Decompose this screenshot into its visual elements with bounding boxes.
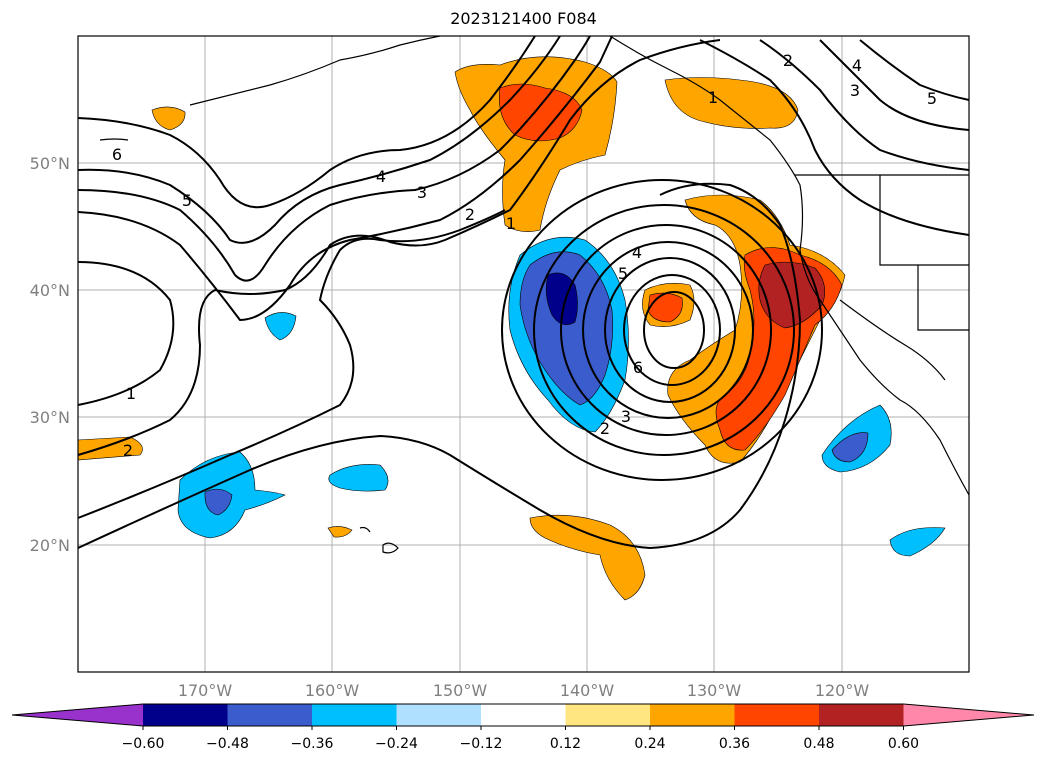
colorbar-bin <box>650 704 735 726</box>
colorbar-tick-label: 0.60 <box>888 736 919 752</box>
lat-label-30n: 30°N <box>30 408 70 427</box>
lat-label-20n: 20°N <box>30 536 70 555</box>
contour-lines <box>77 35 970 550</box>
contour-label: 2 <box>123 441 133 460</box>
positive-anomaly-gulf-alaska <box>454 56 618 232</box>
contour-label: 2 <box>600 419 610 438</box>
lon-label-170w: 170°W <box>178 681 233 700</box>
strong-negative-west-pacific <box>204 488 233 516</box>
colorbar-over-arrow <box>903 704 1034 726</box>
contour-label: 1 <box>126 384 136 403</box>
cutoff-contour-6 <box>623 274 721 386</box>
contour-label: 2 <box>783 51 793 70</box>
lon-label-130w: 130°W <box>687 681 742 700</box>
colorbar-bin <box>481 704 566 726</box>
colorbar-bin <box>227 704 313 726</box>
colorbar-tick-label: 0.12 <box>550 736 581 752</box>
colorbar-tick-label: 0.24 <box>634 736 665 752</box>
negative-anomaly-north-hawaii <box>328 464 389 492</box>
colorbar-tick-label: −0.48 <box>206 736 249 752</box>
colorbar-tick-label: −0.36 <box>291 736 334 752</box>
positive-anomaly-hawaii-small <box>327 526 353 538</box>
colorbar-tick-label: −0.24 <box>375 736 418 752</box>
positive-anomaly-south <box>529 514 646 601</box>
colorbar-tick-label: 0.48 <box>803 736 834 752</box>
contour-label: 5 <box>618 264 628 283</box>
colorbar-tick-label: −0.60 <box>122 736 165 752</box>
positive-anomaly-bc-coast <box>664 77 799 129</box>
strong-negative-baja <box>831 432 869 463</box>
contour-label: 1 <box>708 88 718 107</box>
cutoff-contour-3 <box>560 224 772 436</box>
colorbar-bin <box>565 704 651 726</box>
contour-label: 2 <box>465 205 475 224</box>
colorbar-bin <box>819 704 904 726</box>
lon-label-150w: 150°W <box>433 681 488 700</box>
lat-label-50n: 50°N <box>30 154 70 173</box>
contour-label: 3 <box>850 81 860 100</box>
colorbar-bin <box>734 704 820 726</box>
strong-positive-gulf-alaska <box>499 83 583 142</box>
shaded-fields <box>77 56 946 601</box>
contour-label: 3 <box>417 183 427 202</box>
colorbar-bin <box>396 704 482 726</box>
cutoff-contour-1 <box>501 179 823 481</box>
contour-label: 1 <box>506 214 516 233</box>
contour-label: 4 <box>376 167 386 186</box>
contour-label: 5 <box>927 89 937 108</box>
lat-labels: 50°N 40°N 30°N 20°N <box>30 154 70 555</box>
colorbar: −0.60 −0.48 −0.36 −0.24 −0.12 0.12 0.24 0.36 0.4… <box>11 703 1035 752</box>
lon-labels: 170°W 160°W 150°W 140°W 130°W 120°W <box>178 681 870 700</box>
lon-label-120w: 120°W <box>815 681 870 700</box>
negative-anomaly-mexico <box>889 527 946 557</box>
contour-label-group: 6 5 4 3 2 1 1 2 2 1 4 5 6 3 2 2 3 4 5 <box>112 51 937 460</box>
contour-label: 3 <box>621 407 631 426</box>
map-title: 2023121400 F084 <box>450 9 597 28</box>
coastlines <box>99 35 970 554</box>
colorbar-bin <box>143 704 228 726</box>
contour-label: 4 <box>852 56 862 75</box>
contour-label: 4 <box>632 243 642 262</box>
contour-label: 5 <box>182 191 192 210</box>
cutoff-contour-7 <box>643 291 705 369</box>
colorbar-under-arrow <box>12 704 143 726</box>
colorbar-tick-label: −0.12 <box>460 736 503 752</box>
plot-frame <box>77 35 970 673</box>
lon-label-140w: 140°W <box>560 681 615 700</box>
cutoff-contour-2 <box>533 204 795 456</box>
positive-anomaly-aleutian <box>151 106 186 131</box>
cutoff-contour-4 <box>582 241 754 419</box>
contour-label: 6 <box>633 358 643 377</box>
contour-label: 6 <box>112 145 122 164</box>
lat-label-40n: 40°N <box>30 281 70 300</box>
cutoff-contour-5 <box>604 257 736 403</box>
negative-anomaly-small <box>264 312 297 341</box>
colorbar-tick-label: 0.36 <box>719 736 750 752</box>
colorbar-bin <box>312 704 397 726</box>
lon-label-160w: 160°W <box>305 681 360 700</box>
